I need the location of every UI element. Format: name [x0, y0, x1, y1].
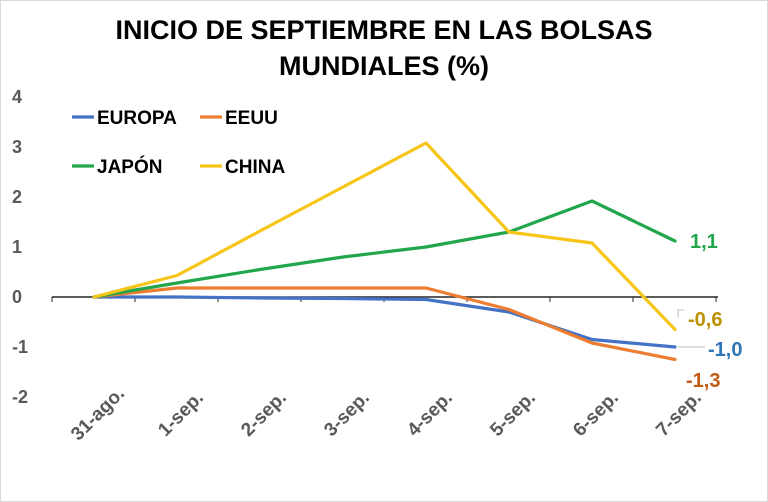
y-axis-ticks: 4 3 2 1 0 -1 -2: [12, 87, 28, 407]
x-tick-label: 1-sep.: [154, 387, 208, 441]
data-label-japón: 1,1: [690, 231, 718, 253]
data-label-china: -0,6: [688, 309, 722, 331]
chart-title-line-2: MUNDIALES (%): [279, 51, 489, 81]
x-tick-label: 3-sep.: [320, 387, 374, 441]
legend-label: EEUU: [225, 108, 278, 129]
x-tick-label: 31-ago.: [67, 383, 129, 445]
y-tick-label: 2: [12, 187, 22, 207]
x-tick-label: 6-sep.: [569, 387, 623, 441]
series-line-china: [92, 141, 677, 332]
legend-label: EUROPA: [97, 108, 177, 129]
series-line-japón: [92, 199, 677, 299]
series-line-eeuu: [92, 286, 677, 362]
x-tick-label: 2-sep.: [237, 387, 291, 441]
data-label-europa: -1,0: [708, 339, 742, 361]
series-lines: [92, 141, 677, 362]
y-tick-label: -2: [12, 387, 28, 407]
data-label-eeuu: -1,3: [686, 370, 720, 392]
y-tick-label: 0: [12, 287, 22, 307]
end-labels: -1,0 -1,3 1,1 -0,6: [677, 231, 742, 392]
chart-title: INICIO DE SEPTIEMBRE EN LAS BOLSAS MUNDI…: [0, 12, 768, 84]
y-tick-label: 4: [12, 87, 22, 107]
leader-line: [677, 309, 684, 318]
legend-label: JAPÓN: [97, 156, 162, 178]
series-line-europa: [92, 295, 677, 349]
y-tick-label: 3: [12, 137, 22, 157]
chart-title-line-1: INICIO DE SEPTIEMBRE EN LAS BOLSAS: [115, 15, 653, 45]
x-axis: 31-ago. 1-sep. 2-sep. 3-sep. 4-sep. 5-sep. 6-s…: [51, 296, 718, 445]
legend-label: CHINA: [225, 157, 285, 178]
legend: EUROPA EEUU JAPÓN CHINA: [72, 108, 285, 178]
x-tick-label: 7-sep.: [652, 387, 706, 441]
x-tick-label: 5-sep.: [486, 387, 540, 441]
y-tick-label: 1: [12, 237, 22, 257]
y-tick-label: -1: [12, 337, 28, 357]
x-tick-label: 4-sep.: [403, 387, 457, 441]
